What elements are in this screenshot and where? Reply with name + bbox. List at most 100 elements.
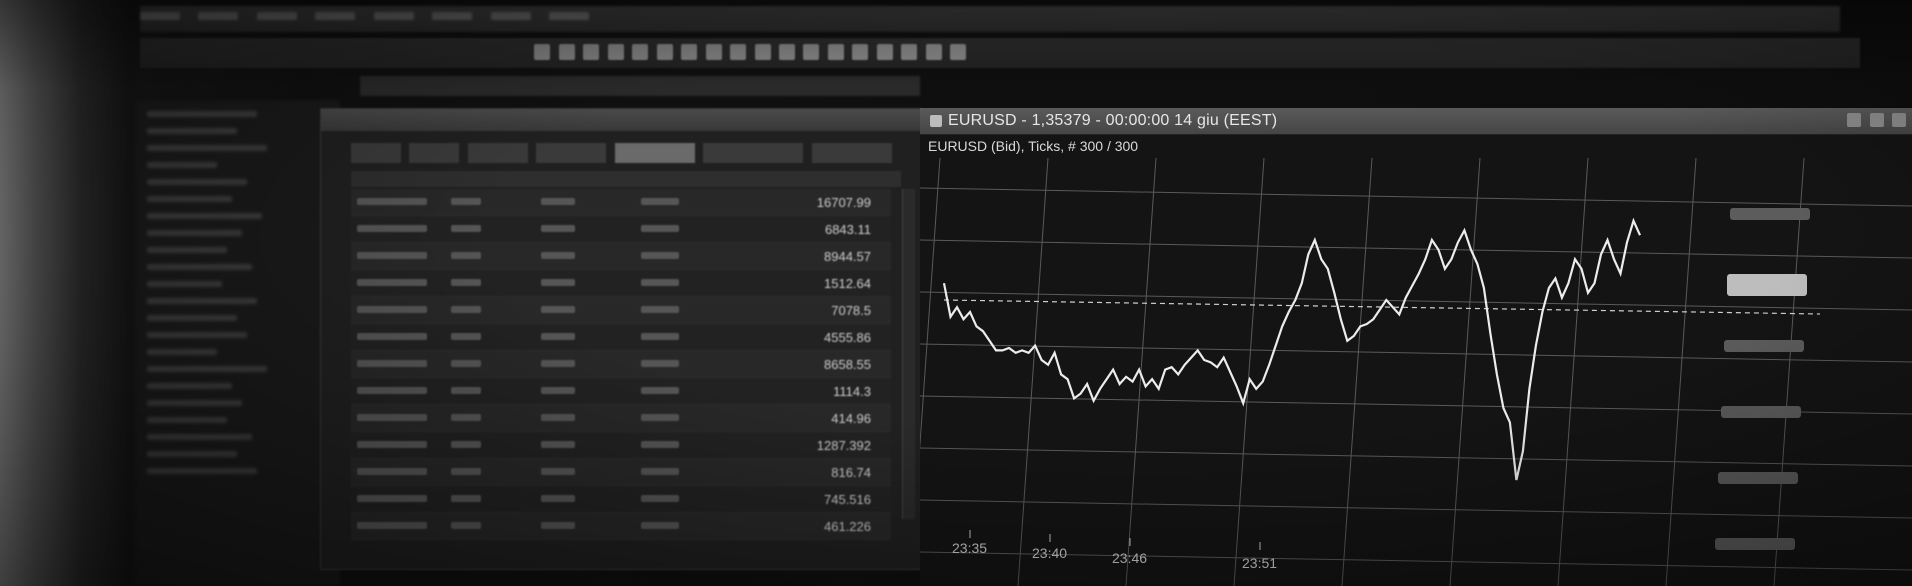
sidebar-item[interactable]	[147, 400, 242, 406]
sidebar-item[interactable]	[147, 315, 237, 321]
sidebar-item[interactable]	[147, 213, 262, 219]
table-row[interactable]: 745.516	[351, 486, 891, 513]
quote-value: 816.74	[831, 465, 871, 480]
sidebar-item[interactable]	[147, 264, 252, 270]
sidebar-item[interactable]	[147, 434, 252, 440]
toolbar-icon[interactable]	[656, 44, 673, 60]
table-cell	[357, 522, 427, 529]
toolbar-icon[interactable]	[950, 44, 967, 60]
toolbar-icon[interactable]	[754, 44, 771, 60]
toolbar-icon[interactable]	[607, 44, 624, 60]
sidebar-item[interactable]	[147, 417, 227, 423]
table-row[interactable]: 16707.99	[351, 189, 891, 216]
sidebar-item[interactable]	[147, 247, 227, 253]
table-row[interactable]: 1287.392	[351, 432, 891, 459]
sidebar-item[interactable]	[147, 145, 267, 151]
table-cell	[641, 522, 679, 529]
chart-titlebar[interactable]: EURUSD - 1,35379 - 00:00:00 14 giu (EEST…	[920, 108, 1912, 135]
maximize-icon[interactable]	[1869, 113, 1884, 127]
sidebar-item[interactable]	[147, 332, 247, 338]
table-cell	[357, 468, 427, 475]
panel-titlebar[interactable]	[321, 109, 921, 131]
sidebar-item[interactable]	[147, 128, 237, 134]
sidebar-item[interactable]	[147, 281, 222, 287]
watchlist-tab[interactable]	[703, 143, 804, 163]
price-chart[interactable]: 23:35 23:40 23:46 23:51	[920, 158, 1912, 586]
quote-value: 8944.57	[824, 249, 871, 264]
toolbar-icon[interactable]	[925, 44, 942, 60]
document-tab-strip[interactable]	[360, 76, 920, 96]
menu-item[interactable]	[432, 12, 473, 20]
menu-item[interactable]	[140, 12, 180, 20]
toolbar-icon[interactable]	[583, 44, 600, 60]
toolbar-icon[interactable]	[730, 44, 747, 60]
table-cell	[641, 360, 679, 367]
table-cell	[451, 333, 481, 340]
table-cell	[451, 468, 481, 475]
chart-window-title: EURUSD - 1,35379 - 00:00:00 14 giu (EEST…	[948, 112, 1278, 129]
watchlist-tab[interactable]	[811, 143, 892, 163]
toolbar-icon[interactable]	[778, 44, 795, 60]
table-row[interactable]: 1114.3	[351, 378, 891, 405]
table-cell	[451, 225, 481, 232]
menu-item[interactable]	[315, 12, 356, 20]
grid-line-horizontal	[920, 187, 1912, 207]
sidebar-item[interactable]	[147, 298, 257, 304]
watchlist-tab-active[interactable]	[614, 143, 695, 163]
table-row[interactable]: 461.226	[351, 513, 891, 540]
table-row[interactable]: 6843.11	[351, 216, 891, 243]
sidebar-item[interactable]	[147, 179, 247, 185]
sidebar-item[interactable]	[147, 111, 257, 117]
table-row[interactable]: 7078.5	[351, 297, 891, 324]
minimize-icon[interactable]	[1847, 113, 1862, 127]
sidebar-item[interactable]	[147, 162, 217, 168]
menu-item[interactable]	[198, 12, 239, 20]
quote-value: 1287.392	[816, 438, 871, 453]
menu-item[interactable]	[549, 12, 590, 20]
toolbar-icon[interactable]	[632, 44, 649, 60]
chart-grid	[920, 158, 1912, 586]
table-row[interactable]: 1512.64	[351, 270, 891, 297]
toolbar-icon[interactable]	[876, 44, 893, 60]
watchlist-tab[interactable]	[351, 143, 401, 163]
watchlist-tab[interactable]	[536, 143, 607, 163]
toolbar-icon[interactable]	[534, 44, 551, 60]
table-row[interactable]: 414.96	[351, 405, 891, 432]
quote-value: 7078.5	[831, 303, 871, 318]
watchlist-tab[interactable]	[409, 143, 460, 163]
toolbar-icon[interactable]	[901, 44, 918, 60]
table-cell	[357, 414, 427, 421]
toolbar-icon[interactable]	[558, 44, 575, 60]
table-row[interactable]: 8658.55	[351, 351, 891, 378]
grid-line-vertical	[1665, 158, 1697, 586]
sidebar-item[interactable]	[147, 468, 257, 474]
sidebar-item[interactable]	[147, 383, 232, 389]
toolbar-icon[interactable]	[705, 44, 722, 60]
sidebar-item[interactable]	[147, 230, 242, 236]
menu-item[interactable]	[373, 12, 414, 20]
table-row[interactable]: 4555.86	[351, 324, 891, 351]
table-cell	[641, 414, 679, 421]
toolbar-icon[interactable]	[803, 44, 820, 60]
table-cell	[451, 414, 481, 421]
table-row[interactable]: 8944.57	[351, 243, 891, 270]
table-row[interactable]: 816.74	[351, 459, 891, 486]
sidebar-item[interactable]	[147, 196, 232, 202]
close-icon[interactable]	[1892, 113, 1906, 127]
table-cell	[357, 387, 427, 394]
price-level-label	[1724, 340, 1804, 352]
table-cell	[451, 252, 481, 259]
sidebar-item[interactable]	[147, 366, 267, 372]
sidebar-item[interactable]	[147, 451, 237, 457]
quote-value: 461.226	[824, 519, 871, 534]
menu-item[interactable]	[256, 12, 297, 20]
watchlist-tab[interactable]	[467, 143, 528, 163]
toolbar-icon[interactable]	[681, 44, 698, 60]
menu-item[interactable]	[490, 12, 531, 20]
quote-value: 1114.3	[833, 384, 871, 399]
toolbar-icon[interactable]	[827, 44, 844, 60]
toolbar-icon[interactable]	[852, 44, 869, 60]
x-axis-ticks: 23:35 23:40 23:46 23:51	[952, 530, 1277, 571]
scrollbar[interactable]	[902, 189, 915, 519]
sidebar-item[interactable]	[147, 349, 217, 355]
